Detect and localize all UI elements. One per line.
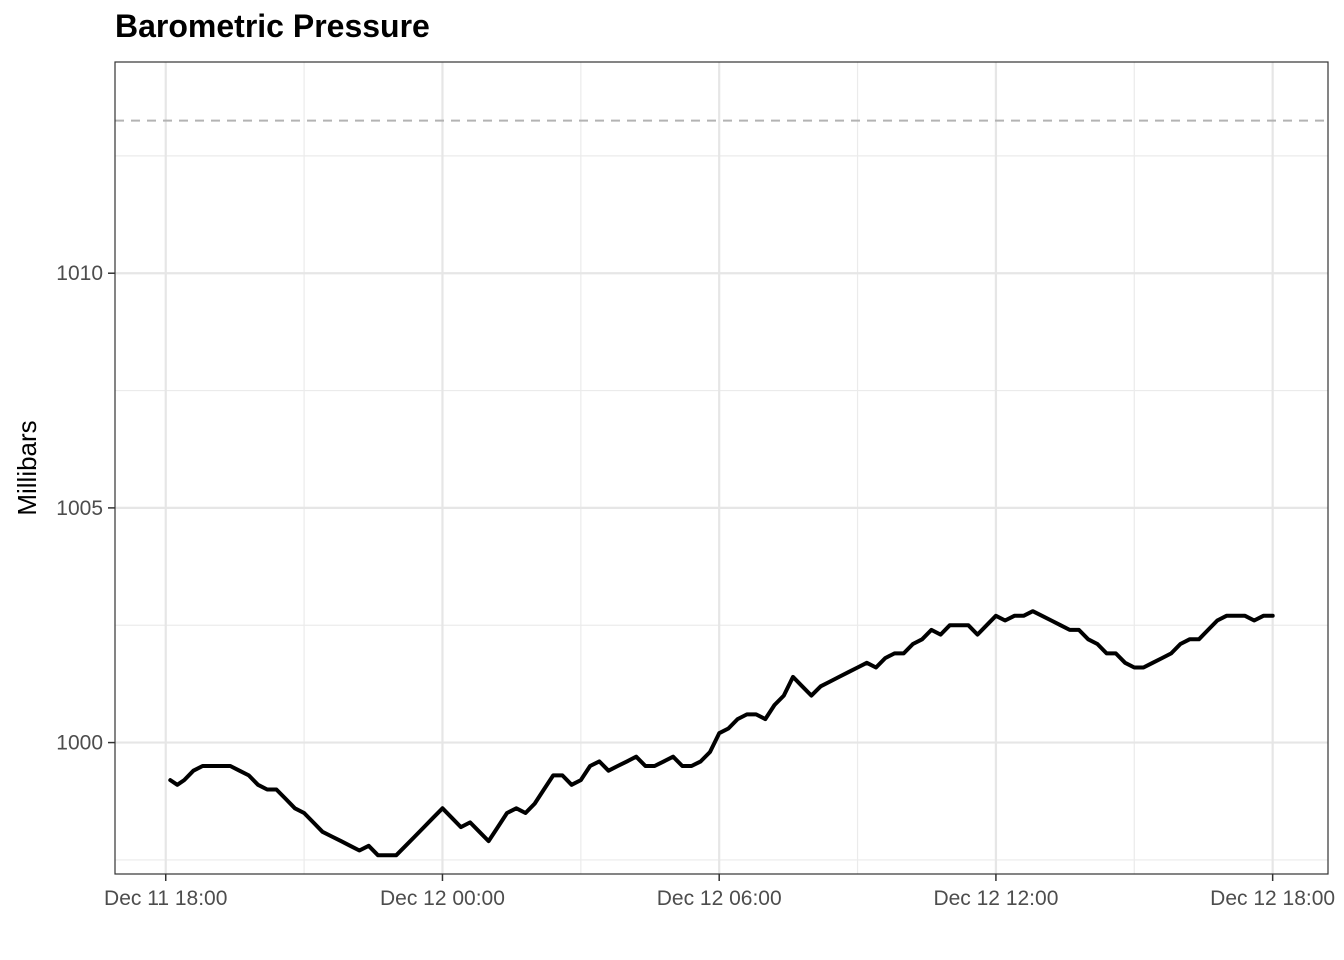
x-tick-label: Dec 12 00:00: [380, 887, 505, 910]
y-tick-label: 1005: [56, 497, 103, 520]
x-tick-label: Dec 12 18:00: [1210, 887, 1335, 910]
panel-border: [114, 61, 1329, 875]
y-axis-title: Millibars: [12, 420, 42, 515]
x-tick-label: Dec 12 12:00: [933, 887, 1058, 910]
minor-gridlines: [115, 62, 1328, 874]
x-tick-label: Dec 12 06:00: [657, 887, 782, 910]
major-gridlines: [115, 62, 1328, 874]
y-tick-label: 1010: [56, 262, 103, 285]
pressure-series-line: [168, 609, 1275, 858]
y-tick-label: 1000: [56, 732, 103, 755]
series-layer: [168, 609, 1275, 858]
x-tick-label: Dec 11 18:00: [104, 887, 227, 910]
x-axis: Dec 11 18:00 Dec 12 00:00 Dec 12 06:00 Dec …: [104, 874, 1335, 910]
chart-title: Barometric Pressure: [115, 8, 430, 44]
y-axis: 1000 1005 1010: [56, 262, 115, 755]
